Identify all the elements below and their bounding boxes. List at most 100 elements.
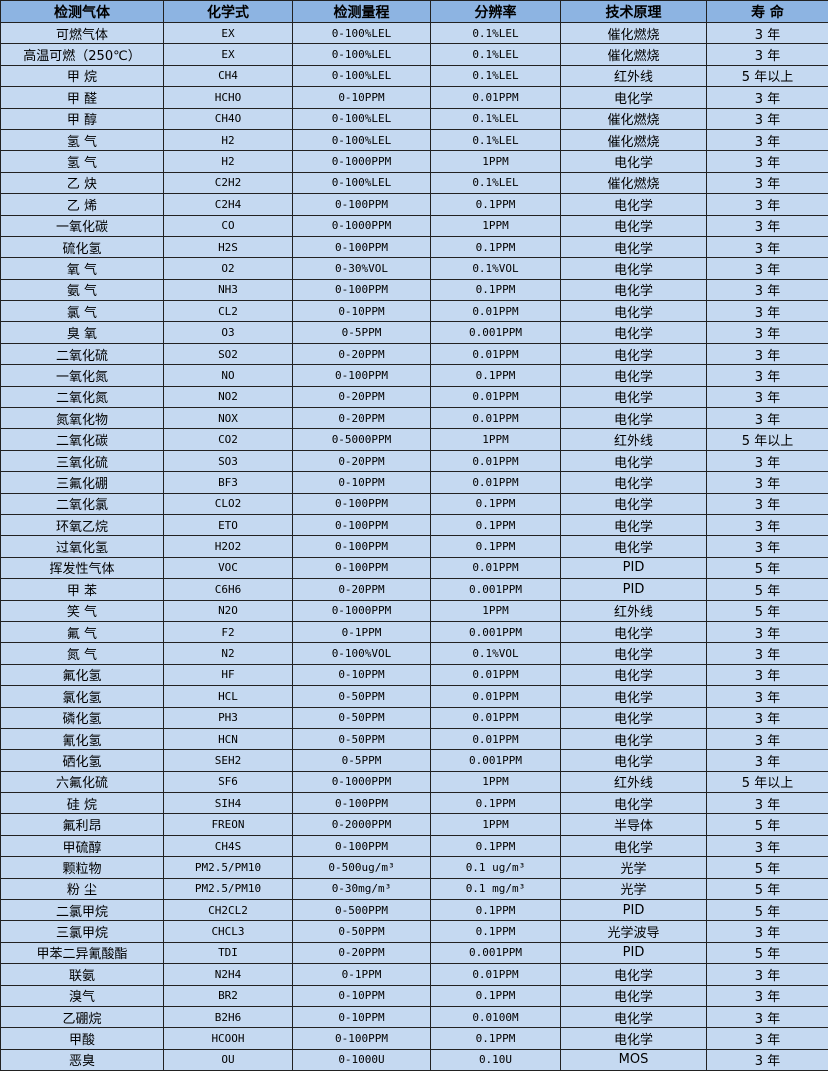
- principle-cell: 光学: [560, 856, 707, 879]
- header-principle: 技术原理: [560, 0, 707, 23]
- formula-cell: C6H6: [163, 578, 293, 601]
- lifespan-cell: 3 年: [706, 385, 828, 409]
- table-row: 二氧化氮 NO2 0-20PPM 0.01PPM 电化学 3 年: [0, 385, 828, 409]
- lifespan-cell: 3 年: [706, 257, 828, 280]
- gas-name-cell: 可燃气体: [0, 21, 164, 45]
- resolution-cell: 0.1PPM: [430, 364, 561, 387]
- gas-name-cell: 甲 烷: [0, 64, 164, 88]
- resolution-cell: 0.01PPM: [430, 727, 561, 751]
- gas-name-cell: 二氧化氮: [0, 385, 164, 409]
- principle-cell: 电化学: [560, 342, 707, 366]
- principle-cell: 半导体: [560, 813, 707, 836]
- table-row: 挥发性气体 VOC 0-100PPM 0.01PPM PID 5 年: [0, 556, 828, 580]
- formula-cell: CH2CL2: [163, 899, 293, 922]
- resolution-cell: 0.001PPM: [430, 620, 561, 644]
- lifespan-cell: 3 年: [706, 727, 828, 751]
- principle-cell: 红外线: [560, 599, 707, 622]
- lifespan-cell: 3 年: [706, 86, 828, 109]
- lifespan-cell: 3 年: [706, 620, 828, 644]
- lifespan-cell: 3 年: [706, 407, 828, 430]
- table-row: 过氧化氢 H2O2 0-100PPM 0.1PPM 电化学 3 年: [0, 535, 828, 558]
- gas-name-cell: 甲硫醇: [0, 834, 164, 858]
- range-cell: 0-100PPM: [292, 364, 431, 387]
- range-cell: 0-100PPM: [292, 492, 431, 515]
- resolution-cell: 0.1 mg/m³: [430, 877, 561, 901]
- principle-cell: 电化学: [560, 792, 707, 815]
- gas-name-cell: 六氟化硫: [0, 770, 164, 794]
- formula-cell: PM2.5/PM10: [163, 877, 293, 901]
- gas-name-cell: 恶臭: [0, 1048, 164, 1072]
- resolution-cell: 0.10U: [430, 1048, 561, 1072]
- principle-cell: 催化燃烧: [560, 21, 707, 45]
- range-cell: 0-50PPM: [292, 727, 431, 751]
- formula-cell: ETO: [163, 513, 293, 537]
- resolution-cell: 0.1PPM: [430, 1027, 561, 1050]
- gas-name-cell: 三氧化硫: [0, 449, 164, 473]
- gas-name-cell: 硫化氢: [0, 235, 164, 259]
- principle-cell: 电化学: [560, 834, 707, 858]
- gas-name-cell: 二氯甲烷: [0, 899, 164, 922]
- gas-name-cell: 甲苯二异氰酸酯: [0, 941, 164, 965]
- principle-cell: 电化学: [560, 663, 707, 687]
- formula-cell: N2H4: [163, 963, 293, 986]
- range-cell: 0-1000PPM: [292, 599, 431, 622]
- table-row: 乙 烯 C2H4 0-100PPM 0.1PPM 电化学 3 年: [0, 193, 828, 216]
- lifespan-cell: 3 年: [706, 278, 828, 302]
- formula-cell: PH3: [163, 706, 293, 729]
- gas-name-cell: 磷化氢: [0, 706, 164, 729]
- gas-name-cell: 笑 气: [0, 599, 164, 622]
- table-row: 氯化氢 HCL 0-50PPM 0.01PPM 电化学 3 年: [0, 685, 828, 708]
- gas-name-cell: 乙硼烷: [0, 1005, 164, 1029]
- table-row: 氰化氢 HCN 0-50PPM 0.01PPM 电化学 3 年: [0, 727, 828, 751]
- lifespan-cell: 3 年: [706, 214, 828, 237]
- table-row: 甲苯二异氰酸酯 TDI 0-20PPM 0.001PPM PID 5 年: [0, 941, 828, 965]
- range-cell: 0-50PPM: [292, 685, 431, 708]
- principle-cell: 电化学: [560, 364, 707, 387]
- range-cell: 0-20PPM: [292, 385, 431, 409]
- gas-name-cell: 氟化氢: [0, 663, 164, 687]
- gas-name-cell: 氟利昂: [0, 813, 164, 836]
- formula-cell: BF3: [163, 471, 293, 494]
- lifespan-cell: 5 年: [706, 856, 828, 879]
- resolution-cell: 0.01PPM: [430, 407, 561, 430]
- resolution-cell: 0.1%LEL: [430, 21, 561, 45]
- principle-cell: 光学: [560, 877, 707, 901]
- table-row: 联氨 N2H4 0-1PPM 0.01PPM 电化学 3 年: [0, 963, 828, 986]
- table-row: 三氯甲烷 CHCL3 0-50PPM 0.1PPM 光学波导 3 年: [0, 920, 828, 943]
- gas-name-cell: 甲 醇: [0, 107, 164, 130]
- principle-cell: 电化学: [560, 963, 707, 986]
- formula-cell: NH3: [163, 278, 293, 302]
- principle-cell: 电化学: [560, 214, 707, 237]
- range-cell: 0-1PPM: [292, 963, 431, 986]
- principle-cell: 电化学: [560, 86, 707, 109]
- gas-name-cell: 二氧化硫: [0, 342, 164, 366]
- table-row: 臭 氧 O3 0-5PPM 0.001PPM 电化学 3 年: [0, 321, 828, 344]
- principle-cell: 电化学: [560, 1005, 707, 1029]
- resolution-cell: 0.1%LEL: [430, 64, 561, 88]
- lifespan-cell: 5 年: [706, 556, 828, 580]
- lifespan-cell: 3 年: [706, 706, 828, 729]
- lifespan-cell: 3 年: [706, 150, 828, 173]
- lifespan-cell: 5 年以上: [706, 770, 828, 794]
- range-cell: 0-20PPM: [292, 941, 431, 965]
- range-cell: 0-100%LEL: [292, 64, 431, 88]
- principle-cell: 催化燃烧: [560, 128, 707, 152]
- range-cell: 0-5PPM: [292, 321, 431, 344]
- principle-cell: 电化学: [560, 321, 707, 344]
- lifespan-cell: 5 年: [706, 899, 828, 922]
- resolution-cell: 0.1PPM: [430, 899, 561, 922]
- formula-cell: N2O: [163, 599, 293, 622]
- lifespan-cell: 3 年: [706, 535, 828, 558]
- lifespan-cell: 5 年以上: [706, 64, 828, 88]
- lifespan-cell: 5 年: [706, 813, 828, 836]
- range-cell: 0-1000U: [292, 1048, 431, 1072]
- lifespan-cell: 3 年: [706, 1027, 828, 1050]
- gas-name-cell: 溴气: [0, 984, 164, 1007]
- range-cell: 0-10PPM: [292, 471, 431, 494]
- formula-cell: FREON: [163, 813, 293, 836]
- table-row: 乙硼烷 B2H6 0-10PPM 0.0100M 电化学 3 年: [0, 1005, 828, 1029]
- lifespan-cell: 3 年: [706, 513, 828, 537]
- range-cell: 0-100PPM: [292, 1027, 431, 1050]
- gas-name-cell: 颗粒物: [0, 856, 164, 879]
